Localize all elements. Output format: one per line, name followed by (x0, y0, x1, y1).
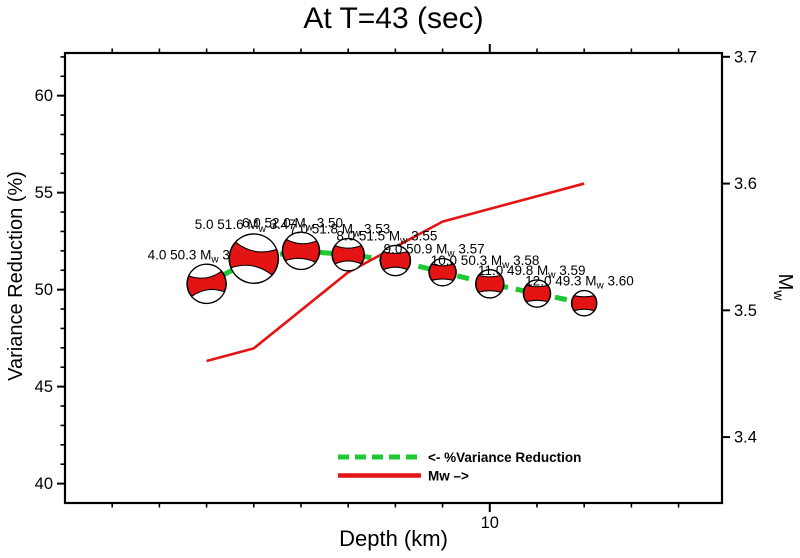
depth-annotation: 10.0 50.3 Mw 3.58 (431, 253, 540, 271)
beachball-white-top (188, 263, 223, 279)
legend: <- %Variance Reduction Mw –> (338, 450, 581, 484)
focal-mechanism-ball (570, 289, 598, 317)
focal-mechanism-ball (379, 244, 412, 277)
beachball-white-bottom (477, 290, 502, 299)
beachball-white-top (430, 258, 455, 267)
beachball-white-bottom (430, 278, 455, 287)
y-left-axis-ticks (57, 56, 65, 485)
beachball-white-top (382, 245, 409, 255)
y-left-tick-label: 50 (35, 281, 53, 299)
y-right-tick-label: 3.4 (734, 429, 757, 447)
beachball-white-top (525, 279, 549, 288)
x-axis-title: Depth (km) (339, 526, 448, 551)
legend-vr-label: <- %Variance Reduction (428, 450, 581, 465)
beachball-white-top (234, 233, 278, 253)
beachball-white-top (573, 290, 596, 298)
beachball-white-bottom (230, 264, 273, 284)
depth-annotation: 9.0 50.9 Mw 3.57 (384, 242, 485, 260)
depth-annotation: 11.0 49.8 Mw 3.59 (478, 263, 586, 281)
beachball-white-top (285, 231, 318, 245)
beachball-white-bottom (334, 260, 363, 272)
depth-annotation: 5.0 51.6 Mw 3.47 (195, 217, 296, 235)
y-right-tick-label: 3.7 (734, 48, 757, 66)
depth-annotation: 8.0 51.5 Mw 3.55 (336, 229, 437, 247)
depth-annotation: 12.0 49.3 Mw 3.60 (525, 274, 634, 292)
chart-title: At T=43 (sec) (303, 2, 484, 35)
focal-mechanism-ball (522, 279, 552, 308)
beachball-white-bottom (573, 308, 596, 317)
y-left-tick-label: 40 (35, 475, 53, 493)
y-right-axis-ticks (722, 55, 730, 439)
beachball-white-bottom (284, 257, 317, 270)
focal-mechanism-ball (186, 263, 227, 305)
focal-mechanism-ball (331, 237, 365, 272)
focal-mechanism-ball (281, 231, 321, 271)
focal-mechanism-ball (474, 269, 505, 299)
depth-annotation: 6.0 52.0 Mw 3.50 (242, 215, 343, 233)
focal-mechanism-ball (428, 257, 457, 287)
beachball-white-bottom (525, 299, 549, 308)
beachball-white-bottom (190, 288, 226, 304)
plot-frame (63, 51, 724, 505)
y-right-tick-label: 3.6 (734, 175, 757, 193)
x-axis-ticks (111, 44, 680, 512)
x-tick-label: 10 (481, 514, 499, 532)
legend-mw-label: Mw –> (428, 469, 469, 484)
y-left-tick-label: 45 (35, 378, 53, 396)
depth-annotation: 7.0 51.8 Mw 3.53 (289, 222, 390, 240)
beachball-white-top (334, 238, 363, 249)
focal-mechanism-ball (228, 233, 280, 284)
y-left-tick-label: 55 (35, 184, 53, 202)
y-left-tick-label: 60 (35, 87, 53, 105)
beachball-white-top (477, 269, 502, 278)
beachball-white-bottom (382, 266, 409, 277)
y-right-tick-label: 3.5 (734, 302, 757, 320)
